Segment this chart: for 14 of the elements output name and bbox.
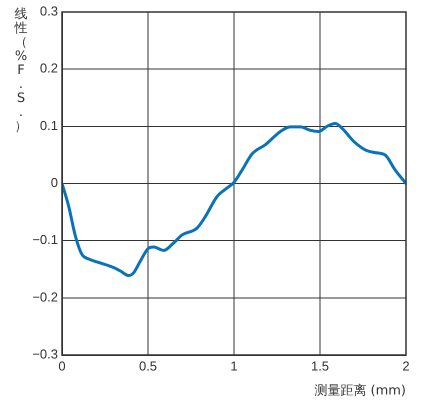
y-tick-label: −0.2: [32, 289, 58, 304]
y-tick-label: −0.3: [32, 346, 58, 362]
x-tick-label: 1.5: [310, 358, 330, 374]
x-tick-label: 0.5: [138, 358, 158, 374]
y-tick-label: 0: [50, 175, 58, 190]
y-tick-label: 0.1: [40, 118, 58, 133]
x-tick-label: 1: [230, 358, 238, 374]
text: 线性（%F.S.）: [14, 7, 28, 134]
x-axis-title: 测量距离 (mm): [314, 382, 406, 399]
y-tick-label: 0.3: [40, 4, 58, 19]
y-tick-label: −0.1: [32, 232, 58, 248]
x-tick-label: 2: [402, 358, 410, 374]
y-tick-label: 0.2: [40, 60, 58, 76]
line-series: [62, 122, 406, 278]
